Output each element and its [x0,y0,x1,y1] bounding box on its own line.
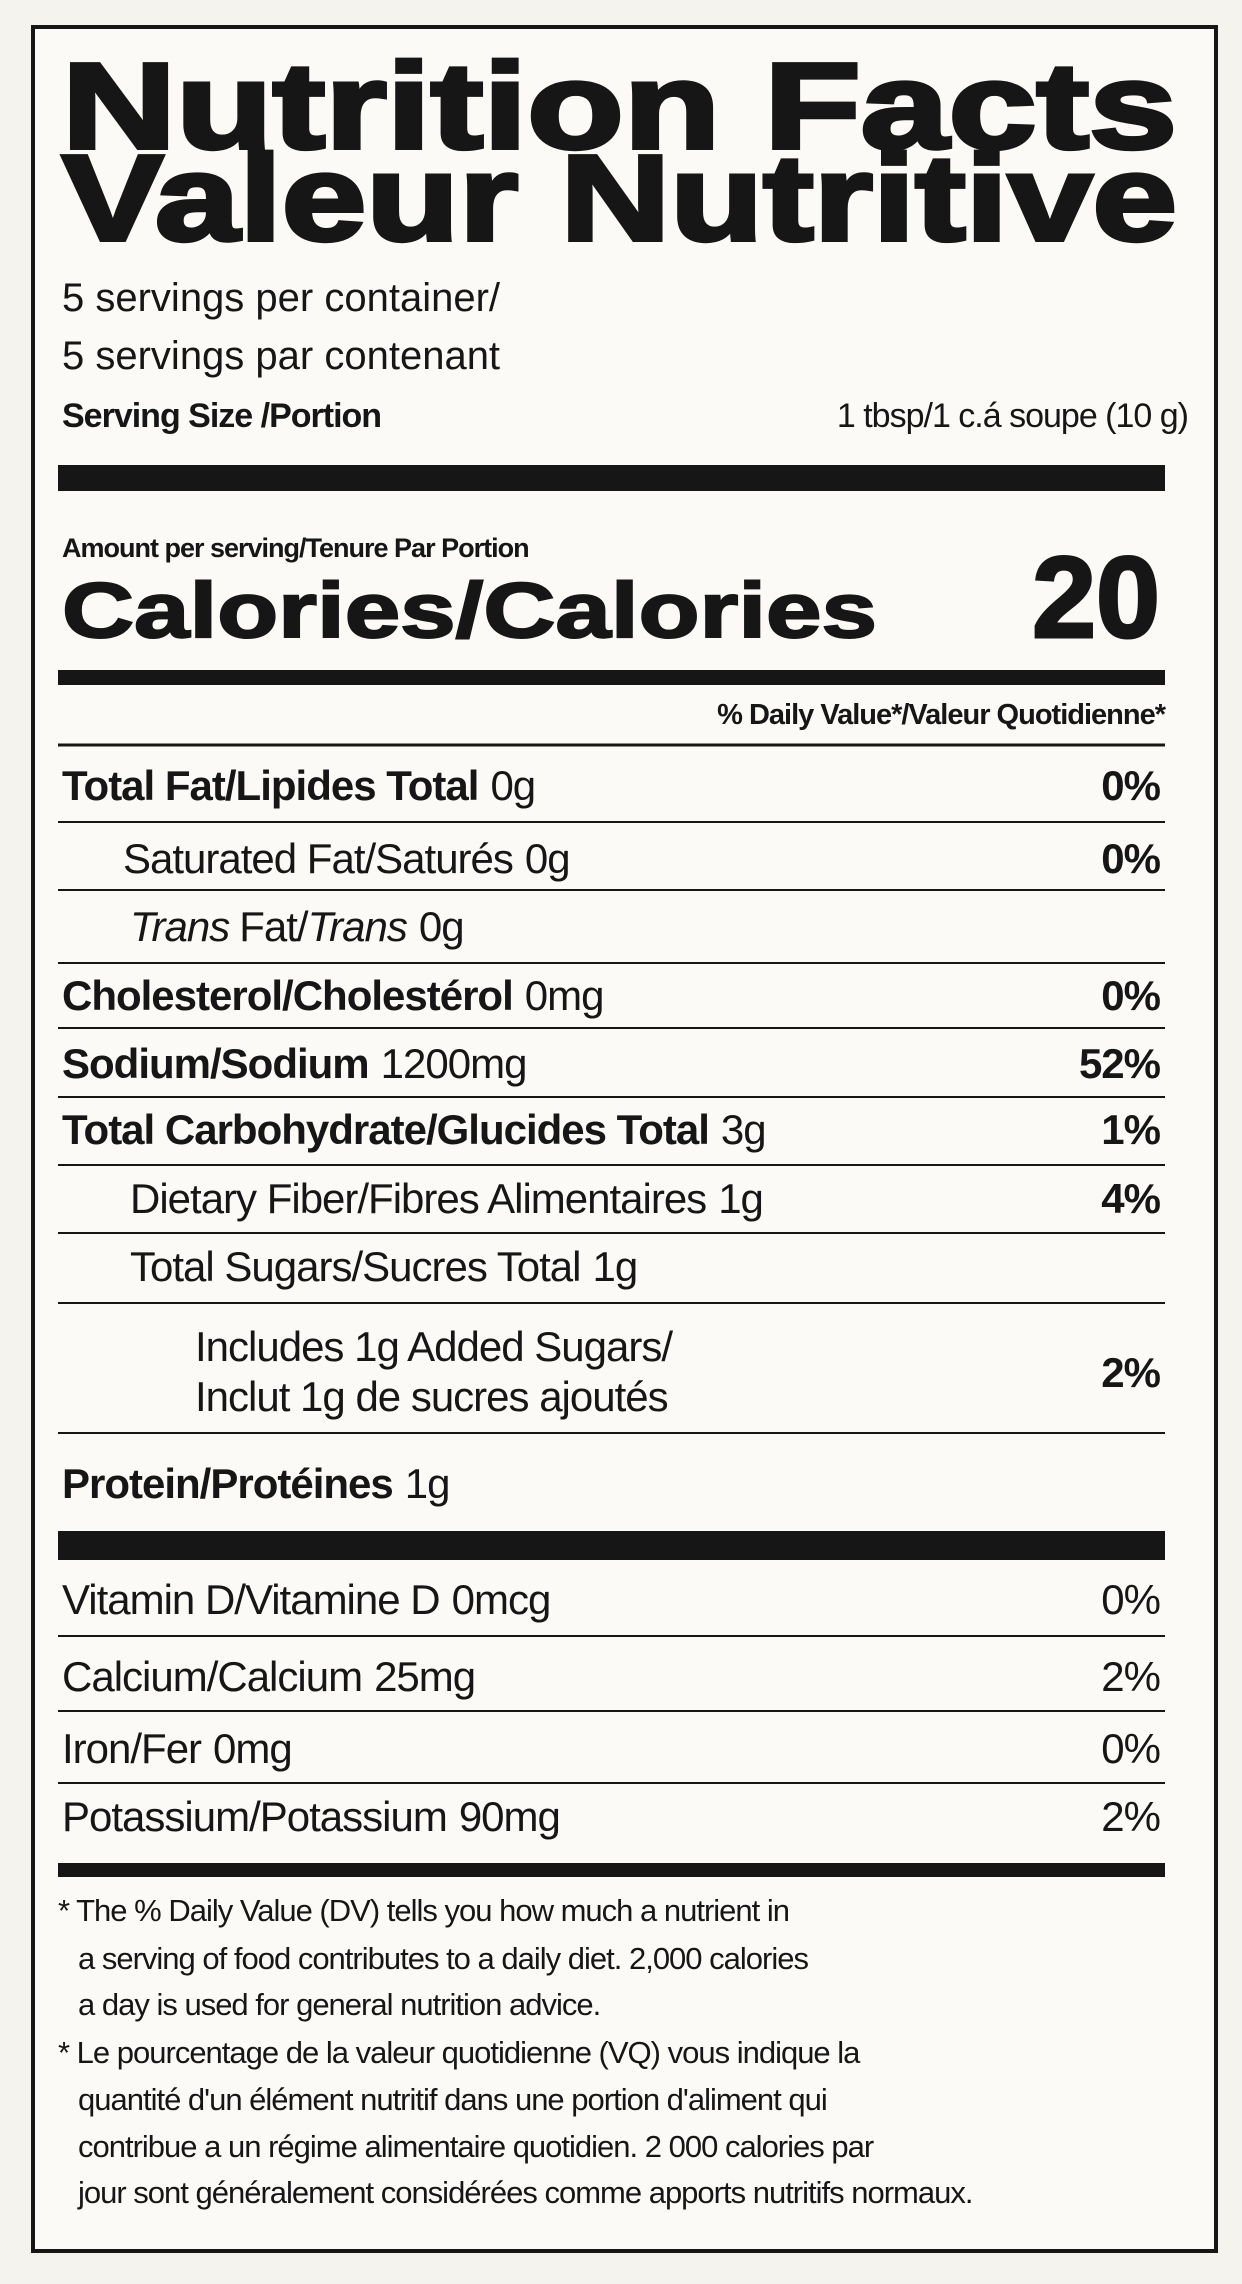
name-part: Trans [308,903,408,950]
daily-value-header: % Daily Value*/Valeur Quotidienne* [717,699,1167,731]
nutrient-name-fr: Inclut 1g de sucres ajoutés [195,1373,668,1420]
vitamin-amount: 25mg [374,1653,475,1700]
vitamin-name: Vitamin D/Vitamine D [62,1576,440,1623]
footnote-line: a day is used for general nutrition advi… [78,1987,600,2022]
daily-value: 2% [1101,1793,1160,1840]
nutrient-name: Saturated Fat/Saturés [123,835,513,882]
calories-label: Calories/Calories [62,566,877,654]
name-part: Trans [130,903,230,950]
name-part: Fat/ [239,903,309,950]
amount-label: Amount per serving/Tenure Par Portion [62,533,529,563]
nutrient-name: Protein/Protéines [62,1460,393,1507]
serving-size: 1 tbsp/1 c.á soupe (10 g) [837,397,1188,435]
label-border [31,25,1218,2253]
daily-value: 0% [1101,762,1160,809]
nutrient-row: Trans Fat/Trans 0g [130,903,464,950]
nutrient-row: Protein/Protéines 1g [62,1460,449,1507]
footnote-line: quantité d'un élément nutritif dans une … [78,2082,827,2117]
nutrient-amount: 0g [490,762,535,809]
nutrient-row: Includes 1g Added Sugars/ [195,1323,673,1370]
nutrient-amount: 1g [718,1175,763,1222]
nutrient-name: Total Sugars/Sucres Total [130,1243,580,1290]
daily-value: 4% [1101,1175,1160,1222]
nutrient-row: Cholesterol/Cholestérol 0mg [62,972,603,1019]
nutrient-name: Sodium/Sodium [62,1040,369,1087]
thick-rule [58,670,1165,685]
daily-value: 52% [1079,1040,1161,1087]
footnote-line: jour sont généralement considérées comme… [77,2175,972,2210]
daily-value: 0% [1101,1576,1160,1623]
footnote-line: a serving of food contributes to a daily… [78,1941,808,1976]
vitamin-name: Iron/Fer [62,1725,202,1772]
nutrient-amount: 0g [525,835,570,882]
thick-rule [58,465,1165,491]
vitamin-name: Calcium/Calcium [62,1653,362,1700]
nutrient-row: Total Carbohydrate/Glucides Total 3g [62,1106,766,1153]
vitamin-amount: 0mg [213,1725,292,1772]
nutrient-name: Includes 1g Added Sugars/ [195,1323,673,1370]
daily-value: 2% [1101,1653,1160,1700]
nutrient-amount: 3g [721,1106,766,1153]
daily-value: 1% [1101,1106,1160,1153]
footnote-line: * Le pourcentage de la valeur quotidienn… [58,2035,861,2070]
footnote-line: contribue a un régime alimentaire quotid… [78,2129,874,2164]
daily-value: 2% [1101,1349,1160,1396]
nutrient-row: Dietary Fiber/Fibres Alimentaires 1g [130,1175,763,1222]
vitamin-amount: 90mg [459,1793,560,1840]
daily-value: 0% [1101,972,1160,1019]
daily-value: 0% [1101,1725,1160,1772]
servings: 5 servings per container/ [62,276,501,320]
serving-size-label: Serving Size /Portion [62,397,381,435]
vitamin-row: Potassium/Potassium 90mg [62,1793,560,1840]
title: Nutrition Facts [62,38,1177,174]
rows: Total Fat/Lipides Total 0g 0% Saturated Fat… [58,762,1165,2210]
nutrient-amount: 0g [419,903,464,950]
nutrient-name: Dietary Fiber/Fibres Alimentaires [130,1175,706,1222]
vitamin-name: Potassium/Potassium [62,1793,447,1840]
nutrient-name: Cholesterol/Cholestérol [62,972,513,1019]
thick-rule [58,1531,1165,1560]
daily-value: 0% [1101,835,1160,882]
nutrient-amount: 0mg [525,972,604,1019]
nutrient-row: Total Sugars/Sucres Total 1g [130,1243,637,1290]
vitamin-row: Iron/Fer 0mg [62,1725,292,1772]
nutrient-name: Total Carbohydrate/Glucides Total [62,1106,709,1153]
nutrient-amount: 1g [592,1243,637,1290]
nutrient-name: Total Fat/Lipides Total [62,762,478,809]
vitamin-row: Vitamin D/Vitamine D 0mcg [62,1576,550,1623]
nutrient-row: Total Fat/Lipides Total 0g [62,762,535,809]
thick-rule [58,1863,1165,1877]
vitamin-row: Calcium/Calcium 25mg [62,1653,475,1700]
footnote-line: * The % Daily Value (DV) tells you how m… [58,1893,789,1928]
nutrient-row: Saturated Fat/Saturés 0g [123,835,570,882]
vitamin-amount: 0mcg [452,1576,551,1623]
nutrient-amount: 1g [405,1460,450,1507]
servings-fr: 5 servings par contenant [62,334,500,378]
nutrient-row: Sodium/Sodium 1200mg [62,1040,526,1087]
nutrient-amount: 1200mg [381,1040,527,1087]
calories-value: 20 [1032,534,1160,662]
title-fr: Valeur Nutritive [62,130,1177,266]
